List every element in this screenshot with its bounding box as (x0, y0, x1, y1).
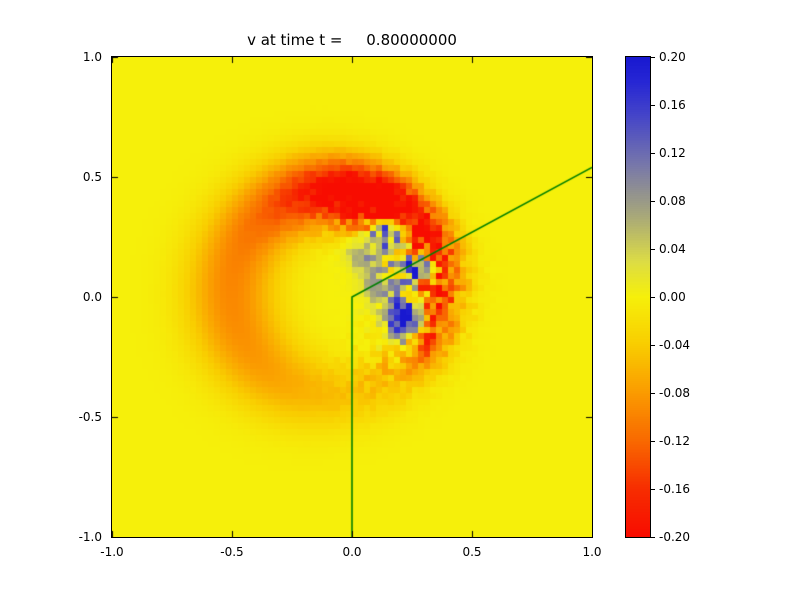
x-tick-label: 0.0 (342, 545, 362, 559)
colorbar-tick-label: -0.16 (659, 482, 691, 496)
x-tick-label: -1.0 (100, 545, 124, 559)
x-tick-label: 1.0 (582, 545, 602, 559)
colorbar-tick-mark (651, 249, 655, 250)
colorbar-tick-mark (651, 441, 655, 442)
heatmap-canvas (111, 56, 593, 538)
colorbar-tick-mark (651, 153, 655, 154)
x-tick-label: 0.5 (462, 545, 482, 559)
y-tick-label: 0.5 (82, 170, 102, 184)
colorbar (625, 56, 651, 538)
colorbar-tick-mark (651, 489, 655, 490)
y-tick-label: 1.0 (82, 50, 102, 64)
colorbar-tick-mark (651, 297, 655, 298)
chart-title: v at time t = 0.80000000 (247, 31, 457, 49)
colorbar-tick-label: 0.08 (659, 194, 686, 208)
colorbar-tick-label: -0.12 (659, 434, 691, 448)
y-tick-label: -1.0 (78, 530, 102, 544)
colorbar-tick-label: -0.20 (659, 530, 691, 544)
colorbar-tick-mark (651, 201, 655, 202)
y-tick-label: 0.0 (82, 290, 102, 304)
colorbar-tick-label: -0.04 (659, 338, 691, 352)
colorbar-tick-label: 0.16 (659, 98, 686, 112)
colorbar-tick-label: 0.20 (659, 50, 686, 64)
colorbar-tick-label: 0.04 (659, 242, 686, 256)
colorbar-tick-label: 0.12 (659, 146, 686, 160)
colorbar-tick-mark (651, 393, 655, 394)
colorbar-tick-label: 0.00 (659, 290, 686, 304)
colorbar-tick-mark (651, 57, 655, 58)
colorbar-tick-mark (651, 105, 655, 106)
colorbar-tick-label: -0.08 (659, 386, 691, 400)
y-tick-label: -0.5 (78, 410, 102, 424)
x-tick-label: -0.5 (220, 545, 244, 559)
colorbar-tick-mark (651, 345, 655, 346)
colorbar-tick-mark (651, 537, 655, 538)
